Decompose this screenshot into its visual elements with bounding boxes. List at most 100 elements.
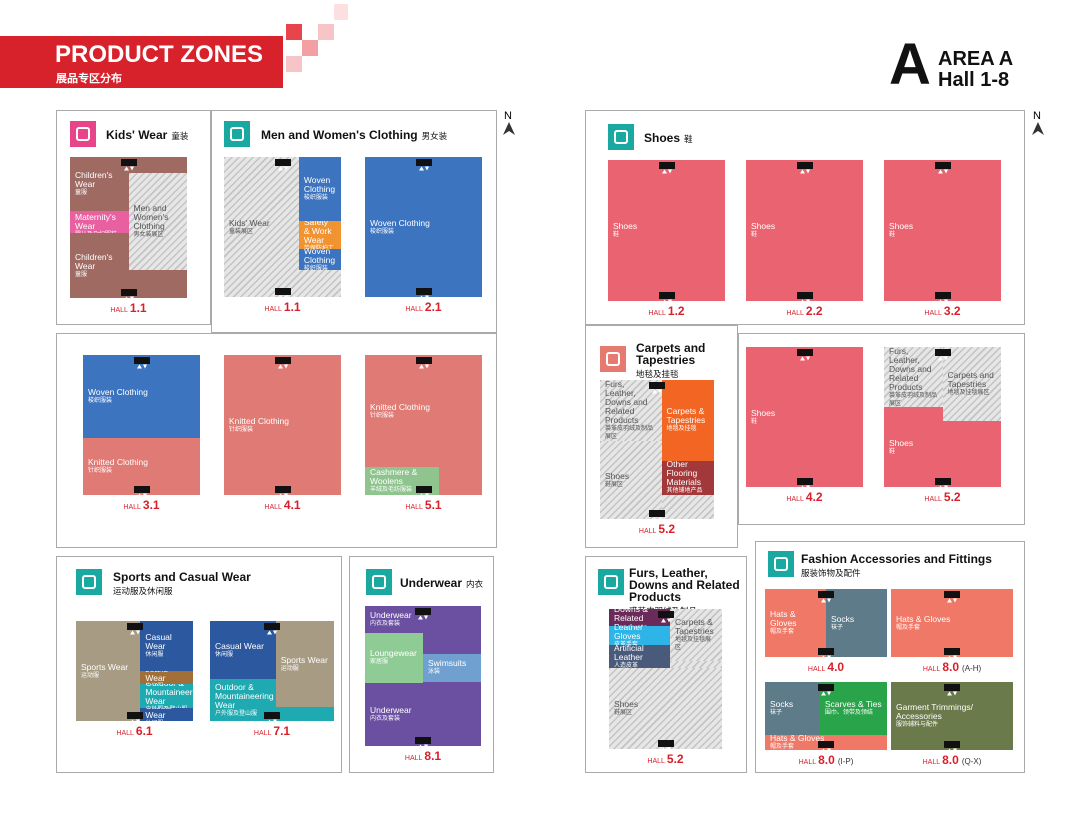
- zone-name: Artificial Leather: [614, 645, 644, 662]
- aisle-marker: [818, 684, 834, 696]
- aisle-arrows: [937, 485, 948, 490]
- zone-name: Outdoor & Mountaineering Wear: [145, 684, 193, 706]
- hall: Socks 袜子 Scarves & Ties 围巾、领带及领结 Hats & Glov…: [765, 682, 887, 750]
- zone-name-zh: 其他铺地产品: [666, 488, 703, 495]
- hall-word: HALL: [648, 310, 666, 317]
- icon-glyph: [230, 127, 244, 141]
- zone: Children's Wear 童服: [70, 233, 129, 298]
- hall-number: 1.1: [129, 301, 147, 315]
- aisle-arrows: [267, 630, 277, 635]
- zone-name-zh: 户外服及登山服: [215, 710, 258, 717]
- zone: Woven Clothing 梭织服装: [365, 157, 482, 297]
- hall-number: 8.0: [942, 660, 960, 674]
- zone-name: Knitted Clothing: [370, 401, 431, 412]
- north-label: N: [504, 110, 512, 122]
- aisle-marker: [274, 288, 291, 300]
- hall: Shoes 鞋: [608, 160, 725, 301]
- panel-title-zh: 鞋: [684, 134, 693, 144]
- zone: Socks 袜子: [826, 589, 887, 657]
- hall: Garment Trimmings/ Accessories 服饰辅料与配件: [891, 682, 1013, 750]
- zone-name-zh: 梭织服装: [303, 265, 328, 271]
- aisle-marker: [796, 478, 813, 490]
- zone-name-zh: 针织服装: [229, 426, 254, 433]
- zone-name: Socks: [831, 613, 855, 624]
- zone: Kids' Wear 童装展区: [224, 157, 299, 297]
- zone-name: Furs, Leather, Downs & Related Products: [614, 609, 648, 626]
- area-letter: A: [889, 32, 931, 97]
- hall-word: HALL: [786, 310, 804, 317]
- hall-word: HALL: [924, 496, 942, 503]
- panel-title: Carpets and Tapestries 地毯及挂毯: [636, 342, 716, 380]
- zone: Garment Trimmings/ Accessories 服饰辅料与配件: [891, 682, 1013, 750]
- zone-name-zh: 裘革皮羽绒及制品展区: [605, 426, 654, 441]
- zone-name: Casual Wear: [145, 632, 172, 651]
- icon-glyph: [604, 575, 618, 589]
- zone: Socks 袜子: [765, 682, 820, 736]
- category-icon: [768, 551, 794, 577]
- hall-section: (Q-X): [961, 757, 982, 766]
- panel-title-en: Fashion Accessories and Fittings: [801, 552, 992, 566]
- zone: Shoes 鞋: [884, 160, 1001, 301]
- zone: Woven Clothing 梭织服装: [298, 249, 341, 271]
- hall: Casual Wear 休闲服 Outdoor & Mountaineering W…: [210, 621, 334, 721]
- area-halls: Hall 1-8: [938, 69, 1010, 91]
- hall: Furs, Leather, Downs & Related Products裘…: [609, 609, 722, 749]
- panel-title-en: Carpets and Tapestries: [636, 341, 706, 367]
- aisle-arrows: [136, 364, 147, 369]
- decor: [286, 24, 302, 40]
- zone-name: Swimsuits: [428, 658, 467, 669]
- zone: Jeans Wear牛仔服: [140, 671, 193, 684]
- aisle-arrows: [821, 655, 831, 660]
- zone-name: Shoes: [751, 407, 776, 418]
- aisle-arrows: [277, 364, 288, 369]
- zone-name-zh: 鞋: [889, 232, 896, 238]
- hall-label: HALL 2.2: [736, 304, 873, 319]
- aisle-marker: [818, 648, 834, 660]
- aisle-arrows: [937, 356, 948, 361]
- hall-label: HALL 5.2: [874, 490, 1011, 505]
- zone: Swimsuits 泳装: [423, 653, 481, 682]
- zone-name: Garment Trimmings/ Accessories: [896, 702, 973, 721]
- zone-name-zh: 鞋展区: [605, 481, 624, 488]
- zone-name-zh: 地毯及挂毯展区: [675, 636, 712, 651]
- aisle-arrows: [277, 295, 288, 300]
- category-icon: [366, 569, 392, 595]
- aisle-marker: [818, 741, 834, 753]
- zone-name-zh: 羊绒及毛纺服装: [370, 487, 413, 493]
- icon-glyph: [82, 575, 96, 589]
- hall: Knitted Clothing 针织服装 Cashmere & Woolens 羊绒…: [365, 355, 482, 495]
- hall-word: HALL: [638, 528, 657, 535]
- zone-name-zh: 鞋: [751, 232, 758, 238]
- zone: Carpets & Tapestries 地毯及挂毯展区: [670, 609, 722, 661]
- zone-name: Casual Wear: [215, 640, 264, 651]
- zone-name-zh: 泳装: [428, 669, 441, 676]
- hall-word: HALL: [405, 504, 423, 511]
- hall-label: HALL 2.1: [355, 300, 492, 315]
- hall-number: 8.0: [942, 753, 959, 767]
- zone: Leather Gloves 皮革手套: [609, 625, 671, 646]
- header-title: PRODUCT ZONES: [55, 41, 264, 68]
- hall-word: HALL: [110, 307, 128, 314]
- aisle-arrows: [277, 166, 288, 171]
- zone: Furs, Leather, Downs and Related Product…: [884, 347, 943, 408]
- zone: Underwear 内衣及套装: [365, 683, 481, 746]
- aisle-arrows: [799, 169, 810, 174]
- hall-word: HALL: [116, 730, 134, 737]
- hall-number: 1.1: [283, 300, 301, 314]
- zone: Woven Clothing 梭织服装: [83, 355, 200, 438]
- zone: Hats & Gloves 帽及手套: [891, 589, 1013, 657]
- zone: Loungewear 家居服: [365, 632, 423, 683]
- hall-number: 4.0: [827, 660, 845, 674]
- aisle-marker: [415, 159, 432, 171]
- hall: Hats & Gloves 帽及手套: [891, 589, 1013, 657]
- hall-number: 5.2: [943, 490, 961, 504]
- zone-name-zh: 针织服装: [370, 412, 395, 419]
- panel-title-en: Men and Women's Clothing: [261, 128, 418, 142]
- zone-name: Knitted Clothing: [229, 415, 290, 426]
- hall-word: HALL: [405, 306, 423, 313]
- panel-title-en: Shoes: [644, 131, 681, 145]
- aisle-marker: [126, 623, 143, 635]
